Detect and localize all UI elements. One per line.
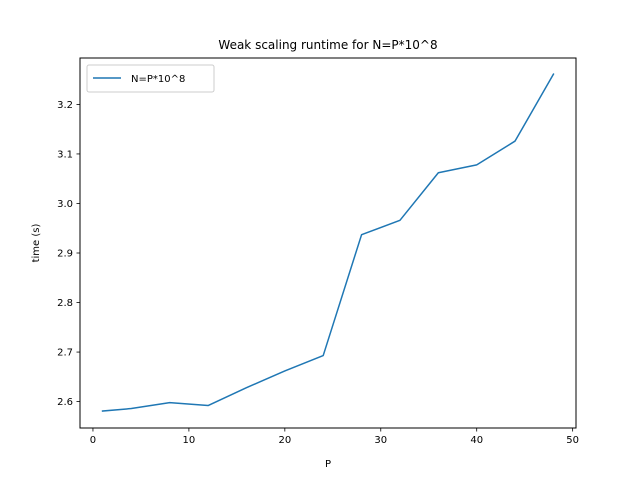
y-tick-label: 2.6	[57, 397, 73, 408]
x-tick-label: 50	[566, 435, 579, 446]
x-tick-label: 10	[183, 435, 196, 446]
y-tick-label: 3.0	[57, 199, 73, 210]
x-tick-label: 20	[278, 435, 291, 446]
legend-box	[86, 64, 215, 93]
y-axis-label: time (s)	[31, 224, 42, 263]
x-tick-label: 30	[374, 435, 387, 446]
y-tick-label: 3.1	[57, 149, 73, 160]
y-tick-label: 2.7	[57, 348, 73, 359]
y-tick-label: 2.8	[57, 298, 73, 309]
plot-frame	[79, 57, 577, 429]
chart-title: Weak scaling runtime for N=P*10^8	[218, 38, 437, 52]
x-tick-label: 0	[90, 435, 96, 446]
y-tick-label: 2.9	[57, 249, 73, 260]
y-tick-label: 3.2	[57, 100, 73, 111]
x-tick-label: 40	[470, 435, 483, 446]
legend: N=P*10^8	[86, 64, 215, 93]
legend-label: N=P*10^8	[131, 74, 185, 85]
x-axis-label: P	[325, 459, 331, 470]
